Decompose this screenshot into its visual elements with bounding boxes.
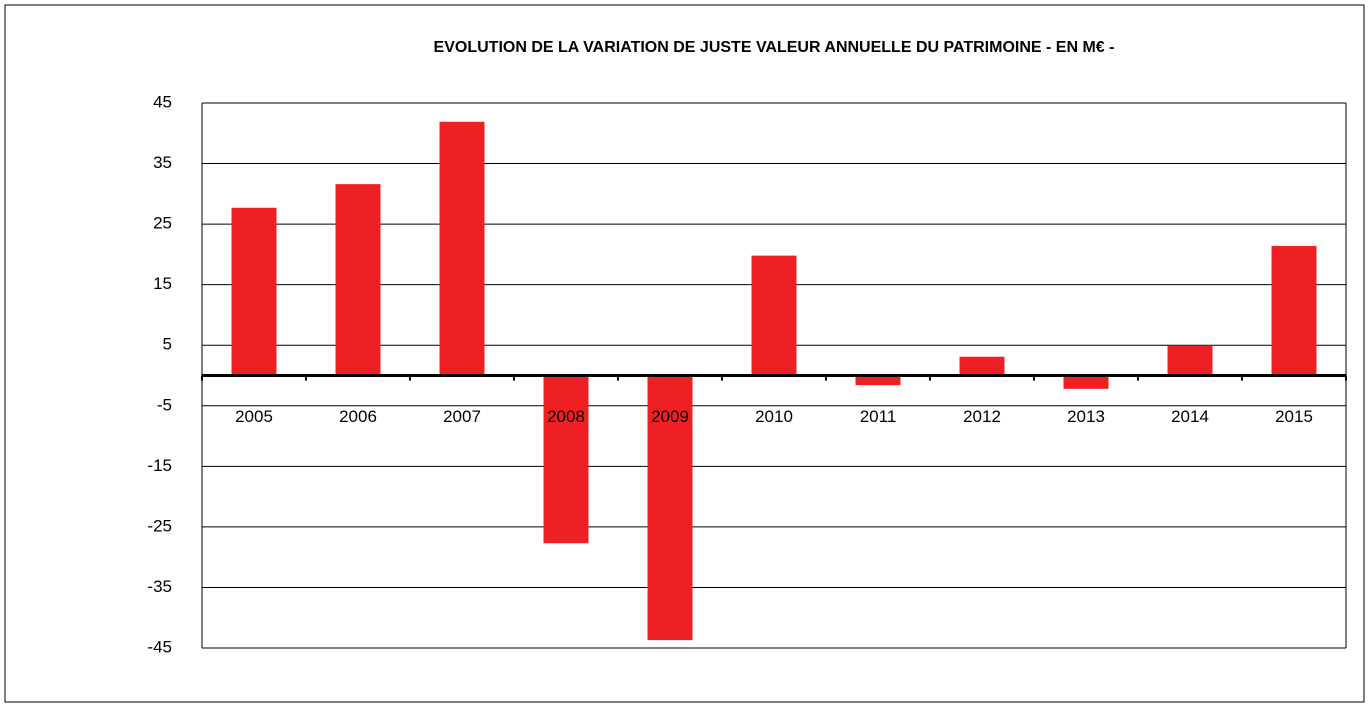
x-tick-label: 2009 <box>651 407 689 426</box>
x-tick-label: 2007 <box>443 407 481 426</box>
x-tick-label: 2005 <box>235 407 273 426</box>
y-tick-label: 5 <box>163 335 172 354</box>
bar <box>335 184 381 376</box>
x-tick-label: 2012 <box>963 407 1001 426</box>
chart-title: EVOLUTION DE LA VARIATION DE JUSTE VALEU… <box>434 39 1115 56</box>
x-tick-label: 2010 <box>755 407 793 426</box>
bar <box>1063 375 1109 389</box>
x-tick-label: 2015 <box>1275 407 1313 426</box>
bar <box>855 375 901 386</box>
bar <box>959 356 1005 376</box>
bar <box>1167 345 1213 376</box>
y-tick-label: -45 <box>147 637 172 656</box>
y-tick-label: -5 <box>157 395 172 414</box>
y-tick-label: -35 <box>147 577 172 596</box>
bar <box>231 207 277 376</box>
x-tick-label: 2008 <box>547 407 585 426</box>
x-tick-label: 2006 <box>339 407 377 426</box>
x-tick-label: 2011 <box>860 407 897 426</box>
x-tick-label: 2014 <box>1171 407 1209 426</box>
bar <box>751 255 797 376</box>
bar <box>647 375 693 641</box>
y-tick-label: 15 <box>153 274 172 293</box>
y-tick-label: 45 <box>153 92 172 111</box>
bar <box>543 375 589 544</box>
x-tick-label: 2013 <box>1067 407 1105 426</box>
bar <box>439 121 485 376</box>
bar <box>1271 245 1317 376</box>
y-tick-label: 25 <box>153 214 172 233</box>
y-tick-label: -15 <box>147 456 172 475</box>
y-tick-label: 35 <box>153 153 172 172</box>
y-tick-label: -25 <box>147 516 172 535</box>
